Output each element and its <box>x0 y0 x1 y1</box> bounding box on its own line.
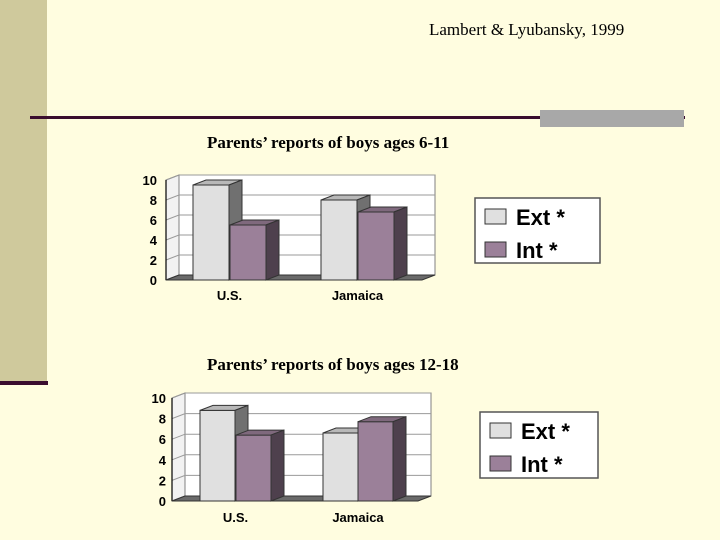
bar-side <box>393 206 408 281</box>
y-tick-label: 8 <box>150 193 157 208</box>
y-tick-label: 4 <box>150 233 158 248</box>
bar-front <box>322 432 359 502</box>
bar-int-jamaica <box>357 415 407 502</box>
bar-side <box>392 415 407 502</box>
y-tick-label: 10 <box>143 173 157 188</box>
legend-swatch <box>484 241 507 258</box>
bar-front <box>357 211 395 281</box>
side-bar-line <box>0 381 48 385</box>
y-tick-label: 2 <box>150 253 157 268</box>
chart-title-ages-6-11: Parents’ reports of boys ages 6-11 <box>207 133 450 152</box>
chart-ages-6-11: 0 2 4 6 8 10 U.S. Jamaica Ext * Int * <box>143 173 601 303</box>
header-rule <box>30 116 685 119</box>
gridline <box>165 174 435 181</box>
legend: Ext * Int * <box>479 411 599 479</box>
gridline <box>171 413 431 420</box>
y-tick-label: 6 <box>159 432 166 447</box>
y-tick-label: 4 <box>159 453 167 468</box>
bar-front <box>229 224 267 281</box>
chart-ages-12-18: 0 2 4 6 8 10 U.S. Jamaica Ext * Int * <box>152 391 599 525</box>
bar-front <box>357 421 394 502</box>
bar-side <box>270 429 285 502</box>
y-tick-label: 2 <box>159 473 166 488</box>
y-tick-label: 0 <box>150 273 157 288</box>
chart-title-ages-12-18: Parents’ reports of boys ages 12-18 <box>207 355 459 374</box>
x-category-label: U.S. <box>223 510 248 525</box>
legend-swatch <box>489 455 512 472</box>
y-tick-label: 6 <box>150 213 157 228</box>
legend-label: Int * <box>521 452 563 477</box>
bar-int-jamaica <box>357 206 408 281</box>
bar-front <box>235 434 272 502</box>
bar-int-us <box>235 429 285 502</box>
legend-label: Int * <box>516 238 558 263</box>
bar-front <box>320 199 358 281</box>
legend-label: Ext * <box>521 419 570 444</box>
x-category-label: U.S. <box>217 288 242 303</box>
bar-front <box>199 409 236 502</box>
citation: Lambert & Lyubansky, 1999 <box>429 20 625 39</box>
x-category-label: Jamaica <box>332 510 384 525</box>
plot-side-wall <box>165 174 180 281</box>
gridline <box>171 392 431 399</box>
legend-swatch <box>484 208 507 225</box>
y-tick-label: 8 <box>159 412 166 427</box>
x-category-label: Jamaica <box>332 288 384 303</box>
bar-front <box>192 184 230 281</box>
plot-side-wall <box>171 392 186 502</box>
y-tick-label: 10 <box>152 391 166 406</box>
side-bar <box>0 0 47 384</box>
y-tick-label: 0 <box>159 494 166 509</box>
legend-swatch <box>489 422 512 439</box>
bar-int-us <box>229 219 280 281</box>
legend-label: Ext * <box>516 205 565 230</box>
bar-side <box>265 219 280 281</box>
header-accent <box>540 110 684 127</box>
legend: Ext * Int * <box>474 197 601 264</box>
